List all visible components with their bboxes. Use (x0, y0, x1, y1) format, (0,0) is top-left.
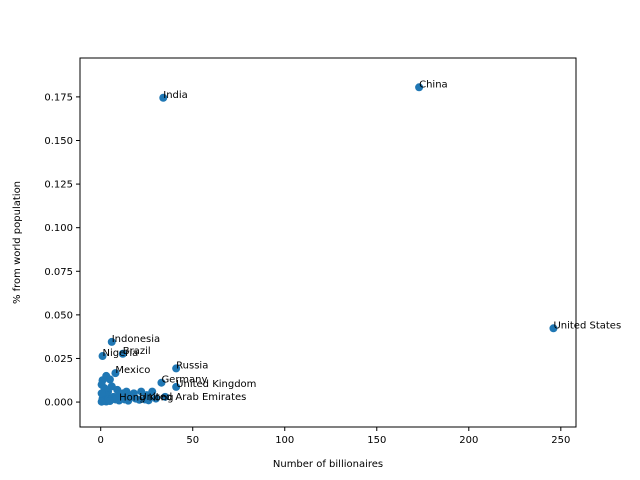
y-tick-label: 0.000 (44, 398, 73, 409)
y-tick-label: 0.100 (44, 223, 73, 234)
scatter-point (107, 337, 116, 346)
point-label: Russia (176, 360, 208, 371)
point-label: Germany (161, 375, 207, 386)
point-label: United Kingdom (176, 379, 256, 390)
y-tick-label: 0.125 (44, 180, 73, 191)
scatter-point (144, 396, 153, 405)
point-label: Indonesia (112, 334, 160, 345)
scatter-point (97, 389, 106, 398)
x-tick-label: 150 (367, 435, 386, 446)
y-tick-label: 0.175 (44, 92, 73, 103)
point-label: Hong Kong (119, 392, 173, 403)
x-tick-label: 100 (275, 435, 294, 446)
point-labels-layer: China India United States IndonesiaBrazilNi… (103, 79, 622, 403)
scatter-point (549, 324, 558, 333)
scatter-point (105, 397, 114, 406)
scatter-point (98, 352, 107, 361)
point-label: India (163, 90, 188, 101)
y-axis-label: % from world population (12, 181, 23, 304)
scatter-point (115, 396, 124, 405)
scatter-point (157, 378, 166, 387)
point-label: Brazil (123, 346, 151, 357)
points-layer (97, 83, 558, 406)
scatter-point (172, 364, 181, 373)
scatter-point (148, 387, 157, 396)
y-tick-label: 0.025 (44, 354, 73, 365)
scatter-point (118, 349, 127, 358)
scatter-point (135, 395, 144, 404)
scatter-point (97, 397, 106, 406)
scatter-point (415, 83, 424, 92)
x-tick-label: 200 (459, 435, 478, 446)
point-label: United Arab Emirates (139, 392, 246, 403)
scatter-point (151, 394, 160, 403)
plot-area-frame (79, 57, 577, 428)
point-label: China (419, 79, 448, 90)
x-tick-label: 0 (98, 435, 104, 446)
point-label: Nigeria (103, 348, 139, 359)
point-label: Mexico (115, 365, 150, 376)
x-tick-label: 250 (551, 435, 570, 446)
scatter-point (124, 396, 133, 405)
scatter-point (172, 382, 181, 391)
x-tick-label: 50 (186, 435, 199, 446)
y-axis-ticks: 0.000 0.025 0.050 0.075 0.100 0.125 0.150 0.175 (44, 92, 80, 409)
scatter-point (111, 369, 120, 378)
scatter-point (159, 93, 168, 102)
scatter-point (105, 375, 114, 384)
scatter-point (115, 390, 124, 399)
x-axis-ticks: 0 50 100 150 200 250 (98, 427, 570, 446)
point-label: United States (553, 320, 621, 331)
scatter-point (161, 392, 170, 401)
y-tick-label: 0.050 (44, 310, 73, 321)
x-axis-label: Number of billionaires (273, 459, 383, 470)
y-tick-label: 0.150 (44, 136, 73, 147)
y-tick-label: 0.075 (44, 267, 73, 278)
